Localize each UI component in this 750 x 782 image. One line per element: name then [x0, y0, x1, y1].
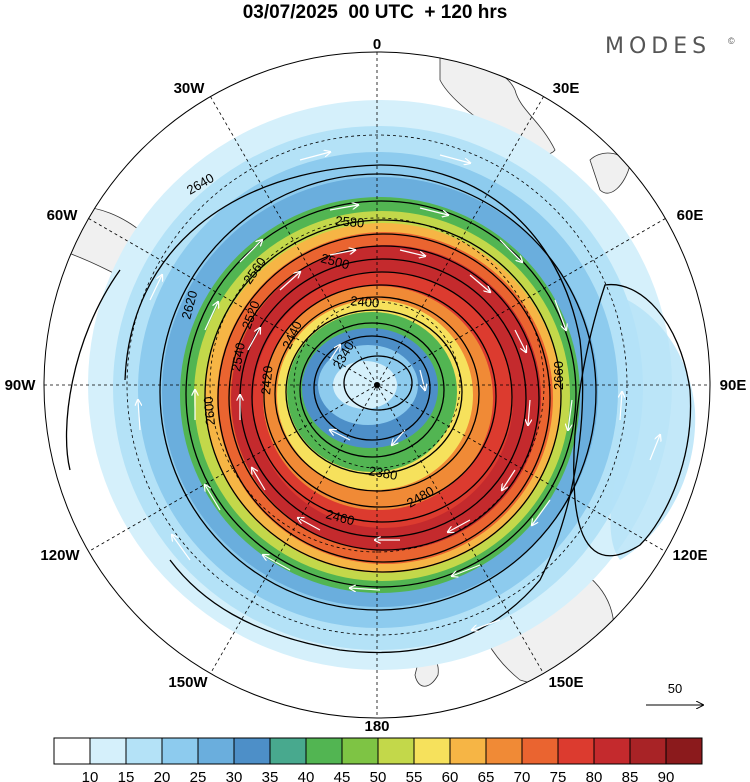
colorbar-tick-label: 20 [154, 769, 171, 782]
pole-dot [374, 382, 380, 388]
colorbar-swatch [53, 737, 91, 765]
colorbar-swatch [665, 737, 703, 765]
colorbar-ticks: 10 15 20 25 30 35 40 45 50 55 60 65 70 75 80 85 90 [82, 769, 675, 782]
contour-label: 2420 [258, 365, 275, 395]
lon-label-180: 180 [364, 718, 389, 735]
wind-reference-label: 50 [668, 681, 682, 696]
colorbar-tick-label: 85 [622, 769, 639, 782]
speed-band-east [600, 290, 696, 560]
colorbar-tick-label: 70 [514, 769, 531, 782]
colorbar-swatch [629, 737, 667, 765]
contour-label: 2400 [350, 293, 380, 310]
contour-label: 2380 [367, 463, 398, 483]
colorbar-tick-label: 80 [586, 769, 603, 782]
lon-label-120w: 120W [40, 547, 80, 564]
colorbar-swatch [269, 737, 307, 765]
lon-label-60e: 60E [677, 207, 704, 224]
colorbar-tick-label: 40 [298, 769, 315, 782]
colorbar-swatch [197, 737, 235, 765]
colorbar-swatch [125, 737, 163, 765]
colorbar-tick-label: 15 [118, 769, 135, 782]
colorbar-swatch [557, 737, 595, 765]
colorbar-tick-label: 25 [190, 769, 207, 782]
colorbar [53, 737, 703, 765]
colorbar-swatch [89, 737, 127, 765]
colorbar-swatch [377, 737, 415, 765]
longitude-labels: 0 30E 60E 90E 120E 150E 180 150W 120W 90… [5, 36, 747, 735]
colorbar-tick-label: 30 [226, 769, 243, 782]
colorbar-tick-label: 55 [406, 769, 423, 782]
colorbar-swatch [413, 737, 451, 765]
colorbar-swatch [593, 737, 631, 765]
brand-logo: MODES [605, 34, 712, 59]
contour-label: 2620 [178, 289, 200, 321]
lon-label-0: 0 [373, 36, 381, 53]
colorbar-swatch [233, 737, 271, 765]
colorbar-tick-label: 50 [370, 769, 387, 782]
colorbar-swatch [521, 737, 559, 765]
contour-label: 2540 [228, 341, 248, 372]
map-field: 2340 2380 2400 2420 2440 2460 2480 2500 … [44, 52, 710, 718]
map-title: 03/07/2025 00 UTC + 120 hrs [242, 2, 508, 23]
colorbar-tick-label: 45 [334, 769, 351, 782]
colorbar-swatch [485, 737, 523, 765]
colorbar-swatch [341, 737, 379, 765]
contour-label: 2580 [335, 213, 365, 230]
colorbar-tick-label: 65 [478, 769, 495, 782]
copyright-mark: © [728, 36, 735, 46]
lon-label-30w: 30W [174, 80, 206, 97]
colorbar-tick-label: 75 [550, 769, 567, 782]
map-border [43, 51, 711, 719]
wind-vectors [138, 152, 660, 630]
lon-label-60w: 60W [47, 207, 79, 224]
lon-label-90w: 90W [5, 377, 37, 394]
contour-label: 2460 [324, 506, 356, 528]
lon-label-120e: 120E [672, 547, 707, 564]
lon-label-150e: 150E [548, 674, 583, 691]
contour-label: 2500 [319, 250, 351, 272]
colorbar-swatch [305, 737, 343, 765]
lon-label-150w: 150W [168, 674, 208, 691]
colorbar-swatch [161, 737, 199, 765]
colorbar-swatch [449, 737, 487, 765]
lon-label-30e: 30E [553, 80, 580, 97]
contour-lines [65, 164, 692, 654]
colorbar-tick-label: 90 [658, 769, 675, 782]
contour-label: 2600 [201, 396, 218, 426]
colorbar-tick-label: 35 [262, 769, 279, 782]
colorbar-tick-label: 10 [82, 769, 99, 782]
contour-label: 2660 [551, 361, 566, 390]
colorbar-tick-label: 60 [442, 769, 459, 782]
lon-label-90e: 90E [720, 377, 747, 394]
